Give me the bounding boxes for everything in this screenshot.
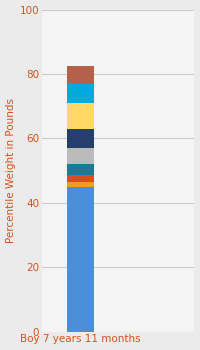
Bar: [67, 129, 94, 148]
Bar: [67, 66, 94, 84]
Bar: [67, 164, 94, 175]
Y-axis label: Percentile Weight in Pounds: Percentile Weight in Pounds: [6, 98, 16, 243]
Bar: [67, 103, 94, 129]
Bar: [67, 182, 94, 187]
Bar: [67, 148, 94, 164]
Bar: [67, 84, 94, 103]
Bar: [67, 175, 94, 182]
Bar: [67, 187, 94, 332]
